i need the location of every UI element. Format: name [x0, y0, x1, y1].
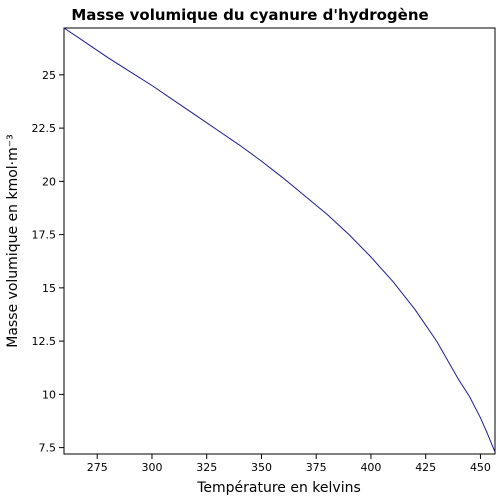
x-tick-label: 350 — [251, 461, 272, 474]
x-axis-ticks: 275 300 325 350 375 400 425 450 — [87, 454, 491, 474]
x-tick-label: 325 — [196, 461, 217, 474]
chart-title: Masse volumique du cyanure d'hydrogène — [71, 6, 428, 24]
y-tick-label: 7.5 — [39, 442, 57, 455]
x-axis-label: Température en kelvins — [196, 480, 361, 496]
x-tick-label: 375 — [306, 461, 327, 474]
y-tick-label: 22.5 — [32, 122, 57, 135]
y-tick-label: 25 — [42, 69, 56, 82]
y-tick-label: 20 — [42, 175, 56, 188]
y-tick-label: 15 — [42, 282, 56, 295]
x-tick-label: 450 — [470, 461, 491, 474]
plot-frame — [63, 27, 496, 455]
y-tick-label: 12.5 — [32, 335, 57, 348]
y-axis-ticks: 7.5 10 12.5 15 17.5 20 22.5 25 — [32, 69, 64, 455]
y-tick-label: 10 — [42, 388, 56, 401]
x-tick-label: 400 — [360, 461, 381, 474]
series-line — [63, 27, 496, 453]
y-tick-label: 17.5 — [32, 229, 57, 242]
y-axis-label: Masse volumique en kmol·m⁻³ — [5, 134, 21, 348]
x-tick-label: 425 — [415, 461, 436, 474]
x-tick-label: 275 — [87, 461, 108, 474]
x-tick-label: 300 — [141, 461, 162, 474]
